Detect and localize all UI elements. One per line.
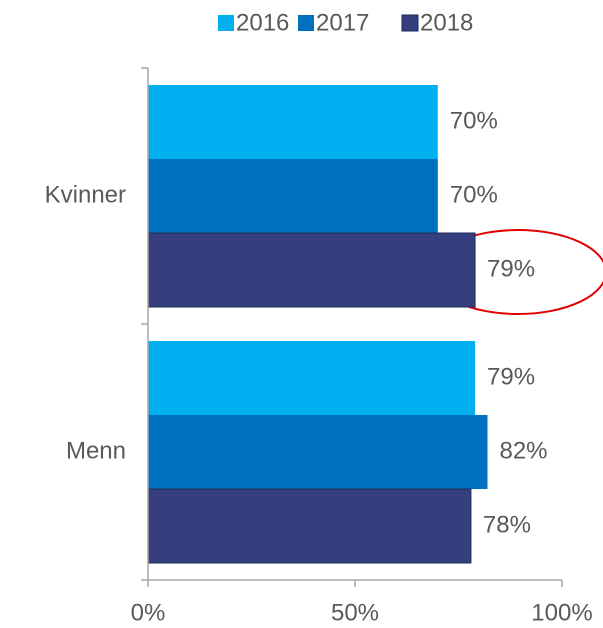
legend-label: 2018 <box>420 9 473 36</box>
category-label: Menn <box>66 437 126 464</box>
bar <box>148 85 438 159</box>
legend-swatch <box>298 15 314 31</box>
x-tick-label: 0% <box>131 599 166 626</box>
category-label: Kvinner <box>45 181 126 208</box>
x-tick-label: 100% <box>531 599 592 626</box>
data-label: 79% <box>487 255 535 282</box>
data-label: 78% <box>483 511 531 538</box>
legend-label: 2017 <box>316 9 369 36</box>
legend-swatch <box>401 14 419 32</box>
x-tick-label: 50% <box>331 599 379 626</box>
data-label: 79% <box>487 363 535 390</box>
data-label: 70% <box>450 181 498 208</box>
data-label: 82% <box>499 437 547 464</box>
legend-label: 2016 <box>236 9 289 36</box>
bar <box>147 232 476 308</box>
legend-swatch <box>218 15 234 31</box>
bar <box>148 415 488 489</box>
data-label: 70% <box>450 107 498 134</box>
bar <box>148 341 476 415</box>
bar <box>148 159 438 233</box>
bar <box>147 488 472 564</box>
